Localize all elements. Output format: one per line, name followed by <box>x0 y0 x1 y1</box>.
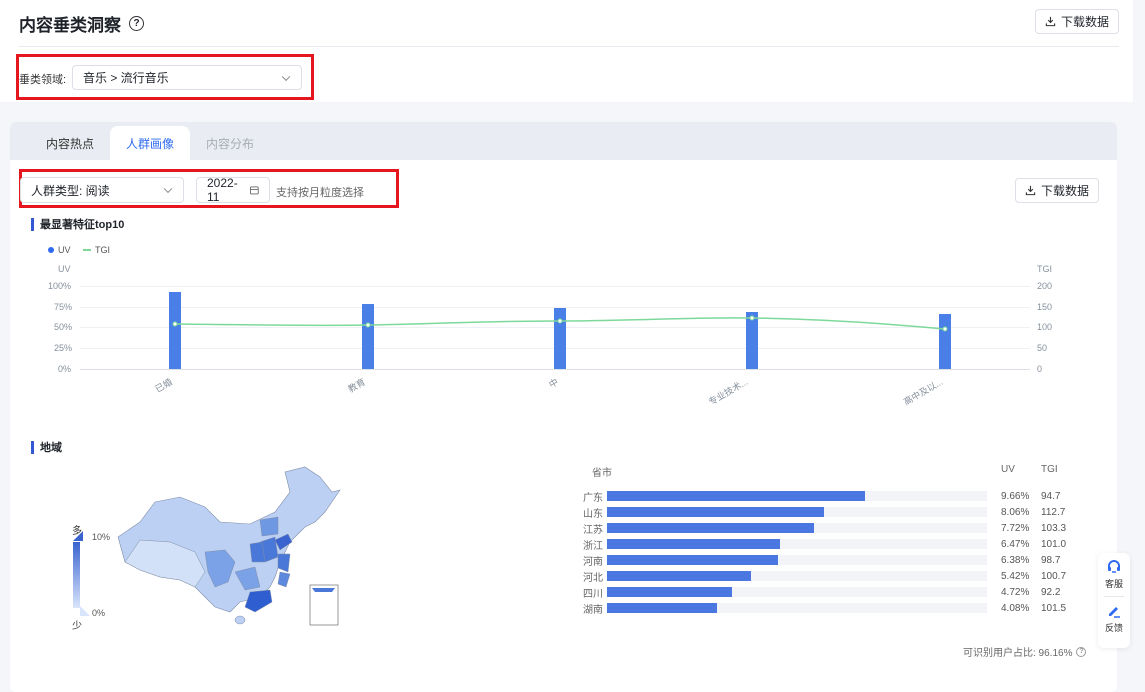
province-row[interactable]: 四川 4.72% 92.2 <box>583 586 1061 600</box>
question-circle-icon[interactable]: ? <box>1076 646 1087 657</box>
col-uv: UV <box>1001 464 1015 475</box>
circle-icon <box>48 247 54 253</box>
uv-bar[interactable] <box>169 292 181 369</box>
y-axis-right-title: TGI <box>1037 264 1052 274</box>
tab-content-distribution[interactable]: 内容分布 <box>205 136 254 151</box>
download-icon <box>1025 185 1036 196</box>
question-circle-icon[interactable]: ? <box>129 16 144 31</box>
province-row[interactable]: 河南 6.38% 98.7 <box>583 554 1061 568</box>
y-axis-left-title: UV <box>58 264 71 274</box>
province-row[interactable]: 河北 5.42% 100.7 <box>583 570 1067 584</box>
page-title: 内容垂类洞察 ? <box>19 11 144 36</box>
download-data-button[interactable]: 下载数据 <box>1035 9 1119 34</box>
uv-bar[interactable] <box>362 304 374 369</box>
triangle-icon <box>73 531 83 541</box>
crowd-type-select[interactable]: 人群类型: 阅读 <box>20 177 184 203</box>
month-picker[interactable]: 2022-11 <box>196 176 270 204</box>
uv-bar[interactable] <box>939 314 951 369</box>
floating-support-panel: 客服 反馈 <box>1098 553 1130 648</box>
province-row[interactable]: 湖南 4.08% 101.5 <box>583 602 1067 616</box>
divider <box>19 46 1119 47</box>
service-label[interactable]: 客服 <box>1104 579 1123 589</box>
headset-icon[interactable] <box>1106 559 1122 575</box>
uv-bar[interactable] <box>746 312 758 369</box>
section-title-top-features: 最显著特征top10 <box>31 216 124 232</box>
col-province: 省市 <box>592 468 612 479</box>
tab-content-hotspot[interactable]: 内容热点 <box>45 136 94 151</box>
province-ranking: 省市 UV TGI 广东 9.66% 94.7 山东 8.06% 112.7 江… <box>581 464 1081 634</box>
highlight-box-vertical-filter <box>16 54 314 100</box>
edit-pen-icon[interactable] <box>1106 603 1122 619</box>
tgi-line <box>172 315 948 332</box>
china-map[interactable] <box>110 462 350 637</box>
province-row[interactable]: 江苏 7.72% 103.3 <box>583 522 1067 536</box>
download-data-button-2[interactable]: 下载数据 <box>1015 178 1099 203</box>
download-icon <box>1045 16 1056 27</box>
province-row[interactable]: 广东 9.66% 94.7 <box>583 490 1061 504</box>
legend-tgi[interactable]: TGI <box>83 245 110 255</box>
uv-bar[interactable] <box>554 308 566 369</box>
chevron-down-icon <box>281 72 291 81</box>
month-hint: 支持按月粒度选择 <box>276 187 364 199</box>
content-card: 内容热点 人群画像 内容分布 人群类型: 阅读 2022-11 支持按月粒度选择… <box>10 122 1117 692</box>
tab-bar: 内容热点 人群画像 内容分布 <box>10 122 1117 160</box>
feedback-label[interactable]: 反馈 <box>1104 623 1123 633</box>
page-header: 内容垂类洞察 ? 下载数据 垂类领域: 音乐 > 流行音乐 <box>0 0 1133 102</box>
tab-crowd-portrait[interactable]: 人群画像 <box>110 126 190 160</box>
section-title-region: 地域 <box>31 439 62 455</box>
vertical-filter-label: 垂类领域: <box>19 74 67 86</box>
province-row[interactable]: 浙江 6.47% 101.0 <box>583 538 1067 552</box>
line-icon <box>83 249 91 251</box>
province-row[interactable]: 山东 8.06% 112.7 <box>583 506 1066 520</box>
vertical-select[interactable]: 音乐 > 流行音乐 <box>72 65 302 90</box>
col-tgi: TGI <box>1041 464 1058 475</box>
triangle-icon <box>80 606 90 616</box>
identified-user-ratio: 可识别用户占比: 96.16% ? <box>963 644 1087 659</box>
calendar-icon <box>250 186 259 195</box>
x-axis <box>80 369 1030 370</box>
color-gradient-bar <box>73 542 80 608</box>
legend-uv[interactable]: UV <box>48 245 71 255</box>
